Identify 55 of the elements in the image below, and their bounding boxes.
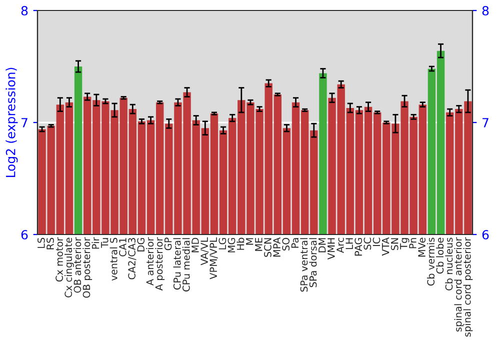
x-tick-label: ME: [255, 238, 262, 251]
x-tick-label: OB anterior: [74, 237, 82, 293]
x-tick-label: SPa ventral: [300, 238, 308, 292]
x-tick-label: SC: [364, 238, 372, 250]
x-tick-label: spinal cord anterior: [454, 237, 464, 332]
x-tick-label: CPu lateral: [173, 238, 181, 290]
x-tick-label: RS: [46, 238, 54, 250]
x-tick-label: Cb lobe: [436, 238, 444, 274]
x-tick-label: Tu: [101, 238, 108, 248]
x-tick-label: PAG: [354, 238, 362, 256]
x-tick-label: M: [246, 238, 254, 245]
y2-tick-label: 8: [482, 6, 489, 16]
x-tick-label: Cb vermis: [427, 238, 435, 286]
x-tick-label: MPA: [273, 237, 280, 257]
x-tick-label: VPM/VPL: [210, 237, 218, 280]
y-tick-label: 8: [21, 6, 28, 16]
x-tick-label: A anterior: [146, 237, 154, 286]
x-tick-label: DG: [137, 238, 145, 252]
x-tick-label: Cx motor: [56, 237, 63, 282]
x-tick-label: Pir: [92, 237, 100, 249]
x-tick-label: Pn: [409, 238, 416, 248]
x-tick-label: MVe: [418, 238, 426, 257]
x-tick-label: Tg: [400, 238, 410, 250]
x-tick-label: LS: [38, 238, 45, 248]
y-tick-label: 6: [21, 230, 28, 240]
x-tick-label: spinal cord posterior: [463, 237, 473, 337]
x-tick-label: IC: [372, 238, 380, 246]
x-tick-label: VMH: [328, 238, 335, 260]
y2-tick-label: 7: [482, 118, 488, 128]
x-tick-label: Cb nucleus: [445, 238, 453, 290]
x-tick-label: GP: [164, 238, 172, 250]
y-axis-title: Log2 (expression): [6, 68, 18, 177]
x-tick-label: Hb: [236, 238, 244, 250]
y2-tick-label: 6: [482, 230, 489, 240]
x-tick-label: VA/VL: [200, 237, 209, 266]
x-tick-label: Pa: [291, 238, 299, 248]
x-tick-label: DM: [318, 238, 326, 252]
x-tick-label: MG: [228, 238, 236, 252]
x-tick-label: Arc: [336, 238, 344, 253]
x-tick-label: LH: [346, 238, 353, 250]
x-tick-label: MD: [192, 238, 199, 252]
x-tick-label: ventral S: [110, 238, 118, 281]
x-tick-label: CA2/CA3: [128, 238, 136, 280]
x-tick-label: Cx cingulate: [64, 238, 74, 298]
x-tick-label: CA1: [119, 238, 126, 256]
x-tick-label: SN: [390, 238, 398, 250]
y-tick-label: 7: [22, 118, 28, 128]
x-tick-label: SPa dorsal: [309, 238, 317, 288]
x-tick-label: SCN: [264, 238, 272, 257]
x-tick-label: SO: [282, 238, 290, 250]
x-tick-label: A posterior: [155, 237, 165, 291]
x-tick-label: LG: [218, 238, 226, 250]
x-tick-label: VTA: [382, 237, 390, 256]
x-tick-label: OB posterior: [82, 237, 92, 298]
x-tick-label: CPu medial: [182, 238, 190, 292]
